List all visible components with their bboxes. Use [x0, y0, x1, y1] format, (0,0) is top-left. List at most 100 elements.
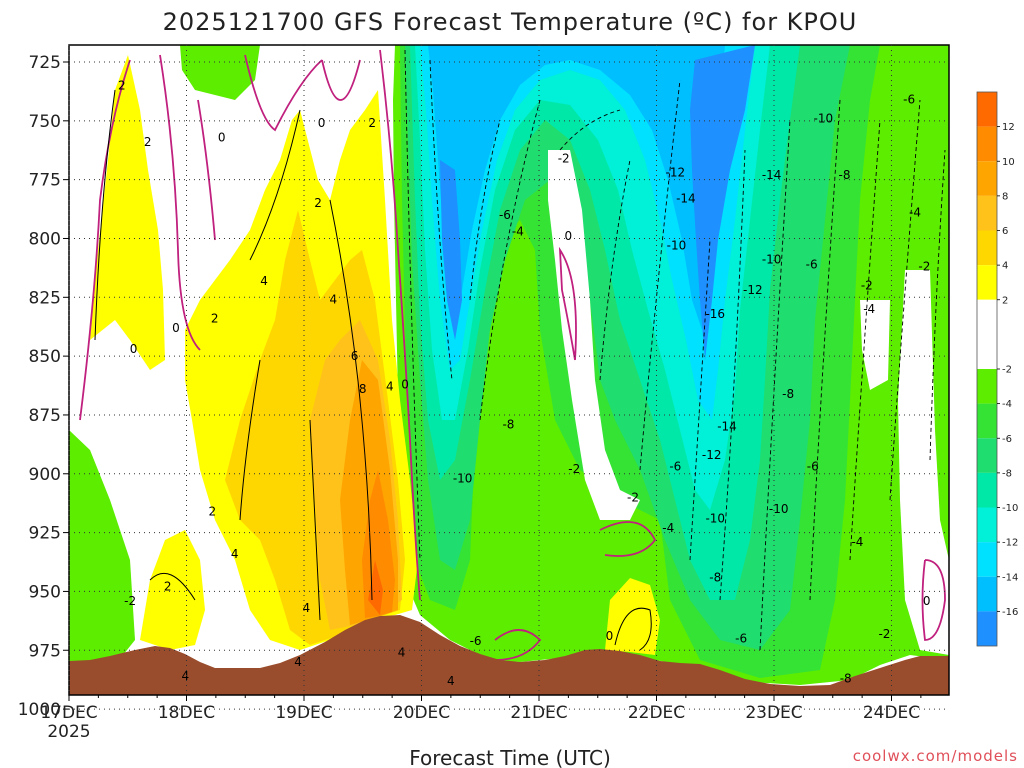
y-tick-label: 825 [29, 288, 61, 308]
colorbar-tick-label: -12 [1002, 538, 1018, 549]
credit-link[interactable]: coolwx.com/models [853, 747, 1018, 765]
fill-sky [428, 45, 725, 330]
y-tick-label: 725 [29, 53, 61, 73]
contour-label: 2 [118, 79, 126, 93]
fill-red-orange [368, 560, 383, 615]
contour-label: 4 [303, 601, 311, 615]
colorbar-swatch [977, 472, 997, 508]
contour-label: -14 [676, 191, 696, 205]
colorbar-swatch [977, 542, 997, 577]
x-tick-label: 23DEC [745, 703, 802, 723]
colorbar-swatch [977, 403, 997, 439]
contour-black-warm [94, 89, 652, 651]
colorbar-tick-label: 8 [1002, 191, 1008, 202]
contour-label: 4 [386, 380, 394, 394]
contour-label: -10 [667, 239, 687, 253]
colorbar-swatch [977, 507, 997, 543]
colorbar-tick-label: -8 [1002, 468, 1012, 479]
contour-zero-main [197, 49, 421, 601]
colorbar-swatch [977, 230, 997, 266]
colorbar-swatch [977, 611, 997, 646]
y-axis: 725 750 775 800 825 850 875 900 925 950 975 1000 [18, 53, 69, 720]
contour-label: -6 [669, 460, 681, 474]
y-tick-label: 900 [29, 465, 61, 485]
contour-label: 4 [447, 674, 455, 688]
contour-label: 0 [565, 229, 573, 243]
x-tick-label: 20DEC [393, 703, 450, 723]
fill-green-topleft [180, 45, 260, 100]
y-tick-label: 750 [29, 112, 61, 132]
contour-label: -12 [743, 283, 763, 297]
contour-dashed-cold [404, 49, 946, 651]
x-tick-label: 22DEC [628, 703, 685, 723]
contour-label: -2 [124, 594, 136, 608]
contour-label: -4 [512, 224, 524, 238]
colorbar-tick-label: -4 [1002, 399, 1012, 410]
contour-label: -10 [453, 471, 473, 485]
contour-label: 4 [398, 646, 406, 660]
contour-label: 0 [218, 130, 226, 144]
x-tick-label: 17DEC [40, 703, 97, 723]
contour-label: -12 [702, 448, 722, 462]
contour-label: 2 [164, 580, 172, 594]
contour-label: -4 [851, 535, 863, 549]
colorbar-swatch [977, 161, 997, 196]
contour-label: 4 [231, 547, 239, 561]
colorbar-tick-label: 10 [1002, 157, 1015, 168]
contour-label: -10 [814, 111, 834, 125]
contour-lines [79, 49, 946, 661]
gridlines [68, 45, 949, 710]
y-tick-label: 950 [29, 582, 61, 602]
x-tick-label: 18DEC [158, 703, 215, 723]
colorbar-tick-label: 12 [1002, 122, 1015, 133]
chart-title: 2025121700 GFS Forecast Temperature (ºC)… [163, 8, 858, 36]
x-tick-label: 19DEC [275, 703, 332, 723]
fill-yellow-22dec [605, 578, 660, 655]
colorbar-tick-label: -14 [1002, 572, 1018, 583]
contour-label: 0 [130, 342, 138, 356]
contour-label: 2 [209, 504, 217, 518]
contour-label: -2 [878, 627, 890, 641]
contour-label: 4 [260, 274, 268, 288]
contour-label: -8 [709, 570, 721, 584]
x-tick-label: 24DEC [863, 703, 920, 723]
contour-zero-left [79, 54, 201, 421]
colorbar-swatch [977, 576, 997, 612]
contour-label: 2 [211, 311, 219, 325]
colorbar-swatch [977, 299, 997, 369]
contour-label: -6 [847, 700, 859, 714]
contour-label: -8 [502, 417, 514, 431]
fill-yellow-west [90, 55, 165, 370]
contour-label: -14 [762, 168, 782, 182]
x-tick-label: 21DEC [510, 703, 567, 723]
contour-label: -12 [665, 166, 685, 180]
y-tick-label: 875 [29, 406, 61, 426]
contour-label: -14 [717, 420, 737, 434]
colorbar-swatch [977, 265, 997, 300]
contour-label: 0 [606, 629, 614, 643]
terrain [69, 615, 949, 695]
contour-label: -4 [662, 521, 674, 535]
contour-label: 0 [318, 116, 326, 130]
contour-label: 2 [144, 135, 152, 149]
colorbar-tick-label: -10 [1002, 503, 1018, 514]
contour-label: -2 [568, 462, 580, 476]
contour-zero-right [921, 559, 946, 641]
fill-green-left [69, 430, 135, 665]
colorbar: 12 10 8 6 4 2 -2 -4 -6 -8 -10 -12 -14 -16 [976, 91, 1018, 647]
contour-label: -10 [769, 502, 789, 516]
x-tick-sublabel: 2025 [47, 722, 90, 742]
contour-label: 0 [401, 377, 409, 391]
colorbar-tick-label: -16 [1002, 607, 1018, 618]
fill-white-right-2 [898, 270, 949, 655]
y-tick-label: 775 [29, 171, 61, 191]
colorbar-swatch [977, 369, 997, 404]
fill-white-right [860, 300, 890, 390]
contour-label: -2 [627, 490, 639, 504]
colorbar-tick-label: -2 [1002, 365, 1012, 376]
colorbar-swatch [977, 92, 997, 127]
contour-label: 4 [182, 669, 190, 683]
colorbar-tick-label: 2 [1002, 295, 1008, 306]
y-tick-label: 925 [29, 524, 61, 544]
contour-label: -10 [762, 253, 782, 267]
